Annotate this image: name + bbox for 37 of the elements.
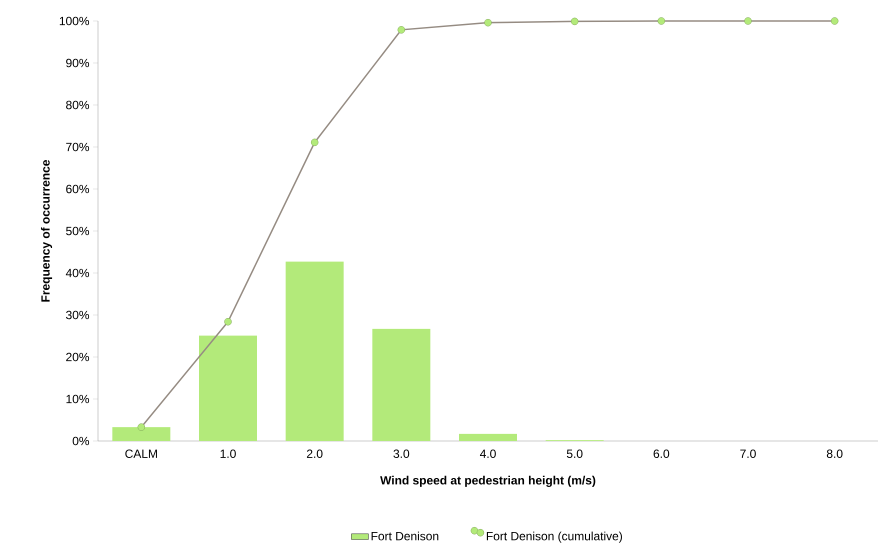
y-tick-label: 70%: [66, 142, 90, 152]
y-tick-label: 0%: [72, 436, 90, 446]
x-axis-title: Wind speed at pedestrian height (m/s): [380, 476, 596, 487]
y-tick-label: 10%: [66, 394, 90, 404]
y-tick-label: 20%: [66, 352, 90, 362]
x-tick-label: 5.0: [566, 450, 583, 458]
y-tick-label: 40%: [66, 268, 90, 278]
point: [658, 17, 666, 25]
point: [310, 138, 318, 146]
x-tick-label: 7.0: [740, 450, 756, 458]
point: [224, 318, 232, 326]
y-tick-label: 80%: [66, 100, 90, 110]
x-tick-label: CALM: [125, 450, 157, 458]
x-tick-label: 8.0: [826, 450, 843, 458]
y-axis-title: Frequency of occurrence: [40, 160, 52, 302]
bar: [458, 434, 517, 441]
point: [138, 423, 146, 431]
point: [830, 17, 838, 25]
point: [398, 26, 406, 34]
y-tick-label: 50%: [66, 226, 90, 236]
point: [484, 18, 492, 26]
x-tick-label: 4.0: [480, 450, 496, 458]
legend-label: Fort Denison (cumulative): [486, 532, 622, 543]
y-tick-label: 90%: [66, 58, 90, 68]
bar: [286, 262, 344, 441]
bar: [372, 328, 430, 441]
point: [744, 17, 752, 25]
point: [570, 18, 578, 26]
x-tick-label: 2.0: [306, 450, 323, 458]
y-tick-label: 100%: [60, 16, 90, 26]
y-tick-label: 60%: [66, 184, 90, 194]
x-tick-label: 6.0: [654, 450, 670, 458]
legend-label: Fort Denison: [372, 532, 438, 540]
x-tick-label: 3.0: [393, 450, 410, 458]
y-tick-label: 30%: [66, 310, 90, 320]
bar: [199, 336, 257, 441]
x-tick-label: 1.0: [220, 450, 236, 458]
